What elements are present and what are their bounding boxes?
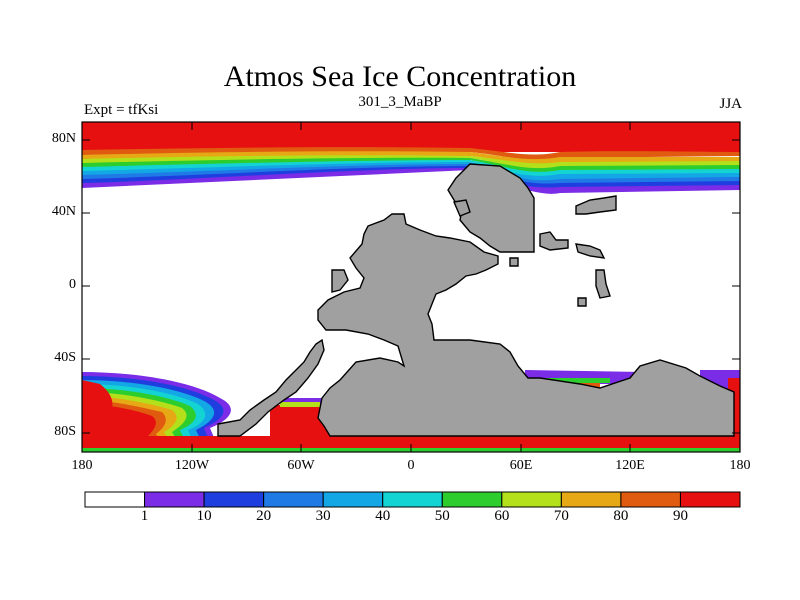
lat-label-40n: 40N xyxy=(51,204,76,219)
lon-label-60w: 60W xyxy=(287,458,315,473)
lon-label-0: 0 xyxy=(407,458,415,473)
lat-label-0: 0 xyxy=(69,277,76,292)
colorbar-swatch xyxy=(144,491,205,508)
x-axis-ticks xyxy=(81,122,741,452)
lon-label-60e: 60E xyxy=(509,458,533,473)
colorbar-swatch xyxy=(263,491,324,508)
colorbar-swatch xyxy=(84,491,146,508)
colorbar-swatch xyxy=(679,491,741,508)
colorbar-swatch xyxy=(203,491,265,508)
colorbar-label: 60 xyxy=(494,508,510,524)
map-field xyxy=(82,122,740,452)
colorbar-swatch xyxy=(382,491,443,508)
plot-title: Atmos Sea Ice Concentration xyxy=(223,60,577,93)
colorbar-label: 20 xyxy=(256,508,272,524)
y-axis-ticks xyxy=(82,139,740,434)
arctic-ice-bands xyxy=(82,122,740,152)
colorbar-label: 30 xyxy=(315,508,331,524)
colorbar-label: 40 xyxy=(375,508,391,524)
plot-subtitle: 301_3_MaBP xyxy=(358,94,442,110)
lat-label-80s: 80S xyxy=(54,424,76,439)
lon-label-180w: 180 xyxy=(71,458,93,473)
colorbar-swatch xyxy=(322,491,384,508)
colorbar-swatch xyxy=(501,491,562,508)
colorbar-label: 70 xyxy=(553,508,569,524)
colorbar-label: 1 xyxy=(140,508,149,524)
land-masses xyxy=(217,163,735,437)
lat-label-80n: 80N xyxy=(51,131,76,146)
lon-label-120e: 120E xyxy=(615,458,645,473)
colorbar xyxy=(84,491,741,508)
colorbar-label: 50 xyxy=(434,508,450,524)
lat-label-40s: 40S xyxy=(54,350,76,365)
lon-label-120w: 120W xyxy=(174,458,210,473)
colorbar-swatch xyxy=(560,491,622,508)
season-label: JJA xyxy=(719,96,742,112)
colorbar-label: 80 xyxy=(613,508,629,524)
colorbar-swatch xyxy=(441,491,503,508)
colorbar-swatch xyxy=(620,491,681,508)
experiment-label: Expt = tfKsi xyxy=(84,102,159,118)
colorbar-label: 10 xyxy=(196,508,212,524)
lon-label-180e: 180 xyxy=(729,458,751,473)
colorbar-label: 90 xyxy=(672,508,688,524)
